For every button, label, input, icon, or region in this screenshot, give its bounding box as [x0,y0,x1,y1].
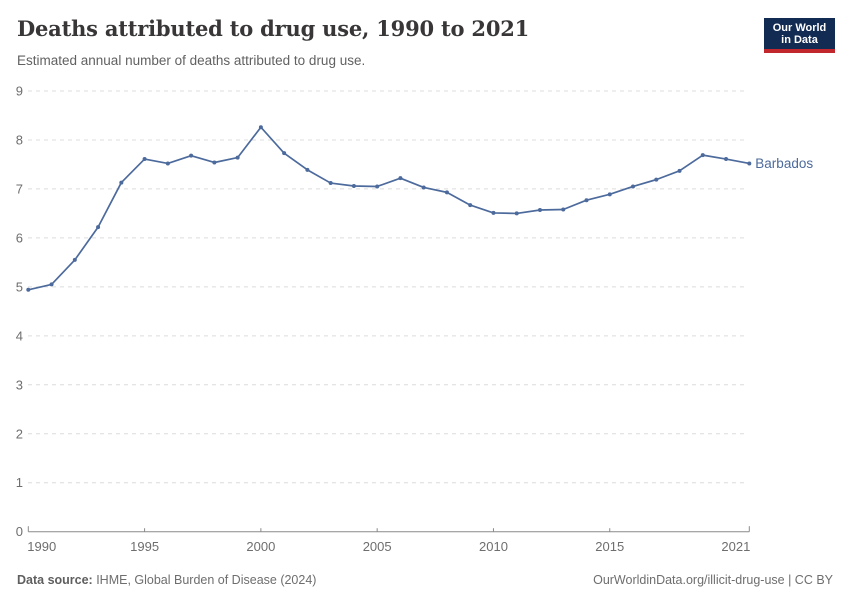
data-point [747,161,752,166]
data-point [305,167,310,172]
data-point [468,203,473,208]
y-tick-label: 0 [16,524,23,539]
data-point [375,184,380,189]
data-point [514,211,519,216]
data-point [142,157,147,162]
data-point [421,185,426,190]
data-point [724,157,729,162]
x-tick-label: 1990 [27,539,56,554]
page-title: Deaths attributed to drug use, 1990 to 2… [17,16,530,41]
chart-footer: Data source: IHME, Global Burden of Dise… [17,572,833,588]
x-tick-label: 2015 [595,539,624,554]
y-tick-label: 4 [16,328,23,343]
data-point [212,160,217,165]
data-point [26,287,31,292]
data-point [700,153,705,158]
chart-header: Deaths attributed to drug use, 1990 to 2… [17,14,835,69]
y-tick-label: 6 [16,230,23,245]
x-tick-label: 1995 [130,539,159,554]
data-point [631,184,636,189]
data-point [258,125,263,130]
x-tick-label: 2021 [721,539,750,554]
data-point [328,181,333,186]
data-point [398,176,403,181]
series-line [27,126,751,291]
data-point [351,183,356,188]
data-point [165,161,170,166]
data-source-note: Data source: IHME, Global Burden of Dise… [17,572,316,588]
data-point [654,177,659,182]
y-tick-label: 8 [16,132,23,147]
data-point [491,210,496,215]
owid-logo-line1: Our World [772,22,827,34]
x-tick-label: 2000 [246,539,275,554]
data-point [444,190,449,195]
owid-logo[interactable]: Our World in Data [764,18,835,53]
data-point [49,282,54,287]
series-end-label: Barbados [755,156,813,171]
data-point [607,192,612,197]
owid-url-license-link[interactable]: OurWorldinData.org/illicit-drug-use | CC… [593,573,833,587]
y-tick-label: 5 [16,279,23,294]
data-point [235,155,240,160]
data-point [119,180,124,185]
data-point [677,168,682,173]
data-point [282,151,287,156]
data-point [537,207,542,212]
y-tick-label: 1 [16,475,23,490]
y-tick-label: 9 [16,83,23,98]
y-tick-label: 7 [16,181,23,196]
y-tick-label: 3 [16,377,23,392]
data-point [72,257,77,262]
data-point [189,153,194,158]
data-point [561,207,566,212]
data-source-label: Data source: [17,573,93,587]
chart-subtitle: Estimated annual number of deaths attrib… [17,53,366,68]
data-point [584,198,589,203]
x-tick-label: 2005 [363,539,392,554]
owid-logo-line2: in Data [781,34,818,46]
data-point [96,225,101,230]
x-tick-label: 2010 [479,539,508,554]
y-tick-label: 2 [16,426,23,441]
data-source-value: IHME, Global Burden of Disease (2024) [92,573,317,587]
